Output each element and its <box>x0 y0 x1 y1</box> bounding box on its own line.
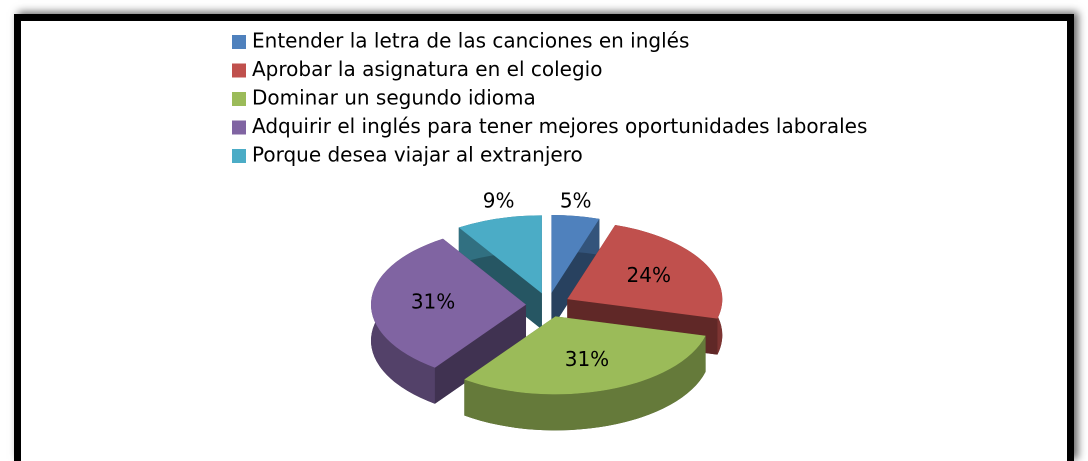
legend-label: Adquirir el inglés para tener mejores op… <box>252 114 867 138</box>
legend-label: Entender la letra de las canciones en in… <box>252 29 689 53</box>
data-label: 31% <box>411 290 455 314</box>
data-label: 31% <box>565 347 609 371</box>
slice <box>551 215 600 294</box>
chart: Entender la letra de las canciones en in… <box>232 29 867 431</box>
data-label: 9% <box>483 189 515 213</box>
slice <box>371 238 527 368</box>
legend-label: Aprobar la asignatura en el colegio <box>252 57 602 81</box>
legend-swatch <box>232 149 246 163</box>
page: {"chart_data": {"type": "pie", "categori… <box>14 14 1074 461</box>
legend-label: Porque desea viajar al extranjero <box>252 143 583 167</box>
slice <box>464 316 706 395</box>
legend-label: Dominar un segundo idioma <box>252 86 536 110</box>
slice-side <box>464 335 706 431</box>
legend-swatch <box>232 120 246 135</box>
data-label: 5% <box>560 189 592 213</box>
slice-wall <box>434 304 527 404</box>
slice <box>458 215 542 294</box>
legend-swatch <box>232 35 246 49</box>
legend-swatch <box>232 92 246 106</box>
data-label: 24% <box>627 263 671 287</box>
legend-swatch <box>232 63 246 78</box>
slice <box>567 224 723 319</box>
